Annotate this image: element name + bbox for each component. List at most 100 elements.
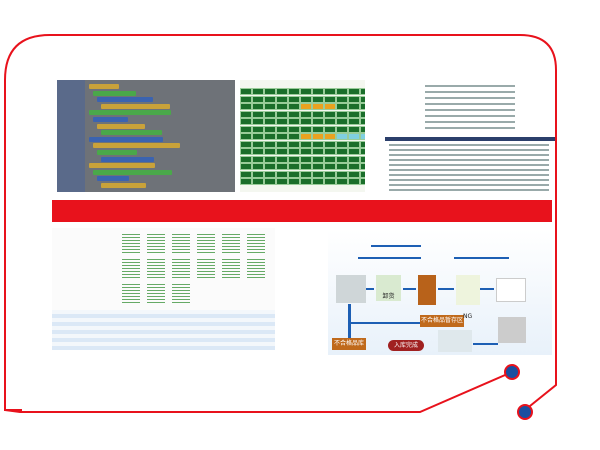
table-row [52, 310, 275, 315]
grid-cell [300, 103, 312, 110]
code-block [89, 110, 171, 116]
code-line [425, 91, 515, 93]
table-row [52, 322, 275, 327]
grid-cell [324, 170, 336, 178]
node-dot [517, 404, 533, 420]
grid-cell [276, 103, 288, 110]
text-column [197, 259, 215, 279]
grid-cell [240, 103, 252, 110]
code-block [101, 130, 162, 136]
grid-cell [360, 88, 365, 95]
done-box: 入库完成 [388, 340, 424, 351]
code-line [425, 85, 515, 87]
grid-cell [264, 95, 276, 103]
grid-cell [312, 170, 324, 178]
grid-cell [288, 103, 300, 110]
grid-cell [300, 170, 312, 178]
grid-cell [288, 95, 300, 103]
grid-cell [264, 88, 276, 95]
grid-cell [288, 155, 300, 163]
block-programming-screenshot [57, 80, 235, 192]
grid-cell [240, 155, 252, 163]
grid-cell [336, 163, 348, 170]
code-block [89, 163, 155, 169]
grid-cell [240, 140, 252, 148]
code-line [389, 189, 549, 191]
grid-cell [348, 110, 360, 118]
code-line [425, 109, 515, 111]
grid-cell [252, 170, 264, 178]
code-line [425, 115, 515, 117]
grid-cell [288, 170, 300, 178]
grid-cell [300, 110, 312, 118]
grid-cell [252, 178, 264, 185]
storage-box [418, 275, 436, 305]
barcode-box [496, 278, 526, 302]
grid-cell [300, 133, 312, 140]
grid-cell [252, 140, 264, 148]
grid-cell [312, 133, 324, 140]
grid-cell [276, 133, 288, 140]
grid-cell [276, 148, 288, 155]
grid-cell [324, 140, 336, 148]
grid-cell [288, 178, 300, 185]
grid-cell [312, 110, 324, 118]
grid-cell [324, 155, 336, 163]
grid-cell [264, 118, 276, 125]
grid-cell [324, 148, 336, 155]
code-block [101, 183, 146, 188]
grid-cell [336, 95, 348, 103]
grid-cell [360, 103, 365, 110]
grid-cell [240, 88, 252, 95]
grid-cell [264, 148, 276, 155]
code-block [93, 117, 128, 122]
grid-cell [336, 88, 348, 95]
code-block [93, 169, 172, 175]
grid-cell [336, 110, 348, 118]
code-block [101, 103, 170, 109]
grid-cell [312, 163, 324, 170]
grid-cell [264, 163, 276, 170]
grid-cell [348, 140, 360, 148]
node-dot [504, 364, 520, 380]
scan-box [498, 317, 526, 343]
inspection-box [456, 275, 480, 305]
grid-cell [348, 148, 360, 155]
grid-cell [276, 118, 288, 125]
reject-zone-box: 不合格品暂存区 [420, 315, 464, 327]
red-banner [52, 200, 552, 222]
text-column [122, 284, 140, 304]
code-line [389, 159, 549, 161]
code-line [389, 174, 549, 176]
grid-cell [300, 125, 312, 133]
grid-cell [312, 95, 324, 103]
grid-cell [240, 110, 252, 118]
ng-label: NG [463, 313, 473, 320]
grid-cell [288, 148, 300, 155]
grid-cell [336, 148, 348, 155]
table-row [52, 346, 275, 350]
code-line [389, 179, 549, 181]
grid-cell [336, 103, 348, 110]
code-line [389, 169, 549, 171]
grid-cell [336, 178, 348, 185]
text-column [172, 259, 190, 279]
grid-cell [264, 178, 276, 185]
grid-cell [336, 118, 348, 125]
grid-cell [348, 88, 360, 95]
code-block [97, 123, 145, 129]
grid-cell [324, 125, 336, 133]
grid-cell [300, 155, 312, 163]
grid-cell [240, 148, 252, 155]
grid-cell [300, 95, 312, 103]
grid-cell [264, 133, 276, 140]
warehouse-flow-diagram: 卸货 不合格品暂存区 不合格品库 入库完成 NG [328, 230, 552, 355]
grid-cell [312, 148, 324, 155]
grid-cell [360, 95, 365, 103]
grid-cell [240, 125, 252, 133]
grid-cell [348, 125, 360, 133]
code-block [101, 156, 154, 162]
grid-cell [252, 133, 264, 140]
code-line [389, 164, 549, 166]
grid-cell [300, 88, 312, 95]
